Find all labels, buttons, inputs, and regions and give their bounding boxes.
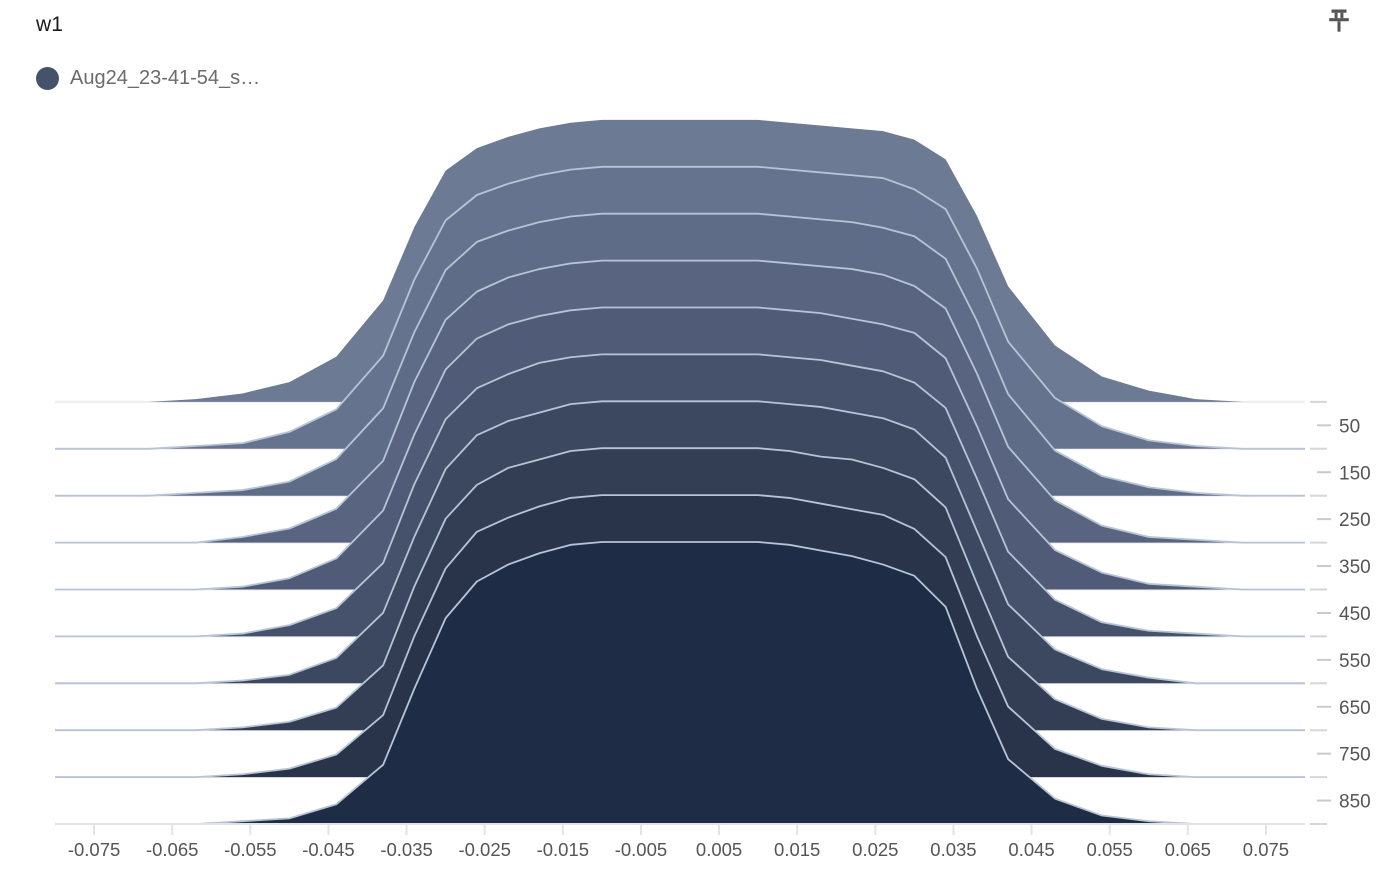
y-tick-label: 250 (1339, 510, 1371, 531)
chart-legend[interactable]: Aug24_23-41-54_s… (36, 66, 260, 90)
ridge-outline (55, 212, 1305, 497)
x-tick-label: -0.035 (380, 839, 432, 860)
legend-color-swatch (36, 66, 59, 90)
page-title: w1 (36, 13, 64, 36)
pin-icon[interactable] (1322, 6, 1356, 40)
y-tick-label: 450 (1339, 604, 1371, 625)
ridge-area[interactable] (55, 166, 1305, 449)
ridge-outline (55, 447, 1305, 732)
ridge-area[interactable] (55, 119, 1305, 402)
x-tick-label: -0.005 (615, 839, 667, 860)
ridge-area[interactable] (55, 542, 1305, 824)
ridge-outline (55, 306, 1305, 591)
ridge-area[interactable] (55, 213, 1305, 496)
x-tick-label: -0.065 (146, 839, 198, 860)
ridge-baselines (55, 400, 1305, 825)
y-tick-label: 750 (1339, 745, 1371, 766)
y-tick-label: 150 (1339, 463, 1371, 484)
ridge-outline (55, 353, 1305, 638)
ridge-area[interactable] (55, 401, 1305, 684)
ridge-areas (55, 119, 1305, 825)
ridge-outline (55, 259, 1305, 544)
x-tick-label: -0.055 (224, 839, 276, 860)
ridge-outline (55, 400, 1305, 685)
ridge-outline (55, 165, 1305, 450)
x-tick-label: 0.045 (1008, 839, 1054, 860)
ridge-area[interactable] (55, 495, 1305, 778)
x-tick-label: 0.015 (774, 839, 820, 860)
ridge-outline (55, 120, 1305, 402)
y-tick-label: 350 (1339, 557, 1371, 578)
y-tick-label: 550 (1339, 651, 1371, 672)
ridge-outline (55, 494, 1305, 778)
y-tick-label: 50 (1339, 416, 1360, 437)
ridge-area[interactable] (55, 448, 1305, 731)
y-tick-label: 850 (1339, 792, 1371, 813)
x-tick-label: 0.025 (852, 839, 898, 860)
legend-item-label: Aug24_23-41-54_s… (70, 67, 261, 89)
x-tick-label: -0.075 (68, 839, 120, 860)
x-tick-label: 0.065 (1165, 839, 1211, 860)
x-tick-label: 0.075 (1243, 839, 1289, 860)
ridge-area[interactable] (55, 260, 1305, 543)
y-axis-right: 50 150 250 350 450 550 650 750 850 (1310, 400, 1371, 825)
x-axis: -0.075 -0.065 -0.055 -0.045 -0.035 -0.025 -0.0… (55, 823, 1305, 860)
ridge-outline (55, 541, 1305, 825)
ridge-area[interactable] (55, 354, 1305, 637)
ridge-area[interactable] (55, 307, 1305, 590)
x-tick-label: 0.035 (930, 839, 976, 860)
x-tick-label: -0.045 (302, 839, 354, 860)
x-tick-label: -0.015 (537, 839, 589, 860)
x-tick-label: -0.025 (458, 839, 510, 860)
y-tick-label: 650 (1339, 698, 1371, 719)
x-tick-label: 0.055 (1087, 839, 1133, 860)
x-tick-label: 0.005 (696, 839, 742, 860)
